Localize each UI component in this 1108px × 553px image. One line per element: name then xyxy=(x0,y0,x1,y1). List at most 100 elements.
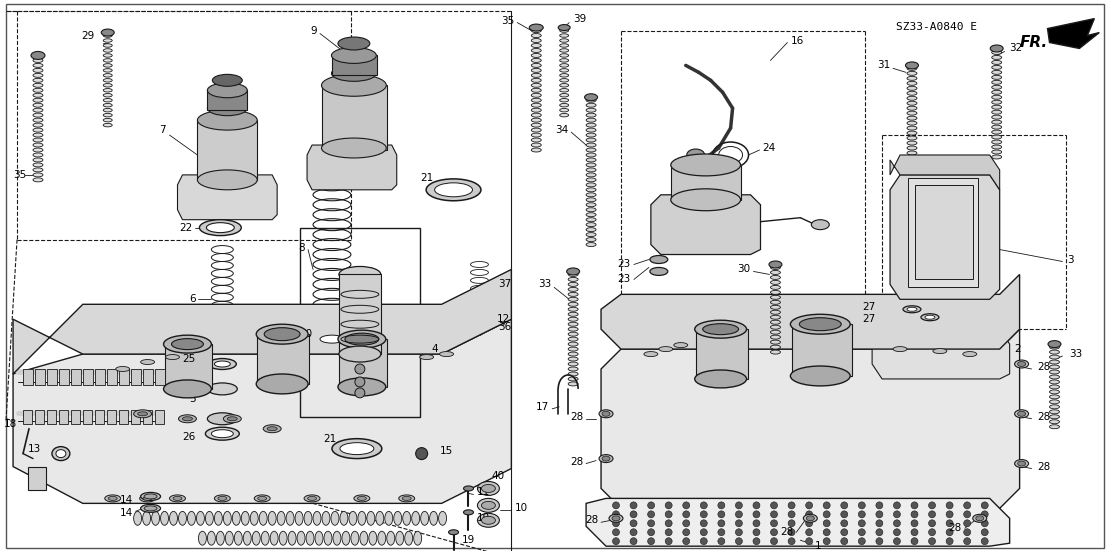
Ellipse shape xyxy=(531,128,541,132)
Ellipse shape xyxy=(224,512,232,525)
Ellipse shape xyxy=(227,417,237,421)
Bar xyxy=(95,369,105,385)
Ellipse shape xyxy=(992,150,1002,154)
Ellipse shape xyxy=(992,55,1002,59)
Ellipse shape xyxy=(531,133,541,137)
Ellipse shape xyxy=(103,108,112,112)
Circle shape xyxy=(823,529,830,536)
Ellipse shape xyxy=(992,105,1002,109)
Ellipse shape xyxy=(560,79,568,82)
Ellipse shape xyxy=(602,456,611,461)
Ellipse shape xyxy=(907,66,917,70)
Ellipse shape xyxy=(33,74,43,77)
Ellipse shape xyxy=(33,118,43,122)
Circle shape xyxy=(770,529,778,536)
Ellipse shape xyxy=(770,330,780,334)
Ellipse shape xyxy=(770,310,780,314)
Ellipse shape xyxy=(905,62,919,69)
Ellipse shape xyxy=(674,343,688,348)
Circle shape xyxy=(613,502,619,509)
Circle shape xyxy=(788,529,796,536)
Ellipse shape xyxy=(338,378,386,396)
Polygon shape xyxy=(890,155,999,190)
Text: 12: 12 xyxy=(496,314,510,324)
Circle shape xyxy=(946,511,953,518)
Ellipse shape xyxy=(560,108,568,112)
Circle shape xyxy=(683,502,689,509)
Ellipse shape xyxy=(339,267,381,283)
Ellipse shape xyxy=(770,325,780,329)
Bar xyxy=(143,410,152,424)
Ellipse shape xyxy=(331,65,377,81)
Ellipse shape xyxy=(769,261,782,268)
Ellipse shape xyxy=(33,108,43,112)
Ellipse shape xyxy=(304,495,320,502)
Circle shape xyxy=(647,511,655,518)
Ellipse shape xyxy=(430,512,438,525)
Ellipse shape xyxy=(1049,415,1059,419)
Circle shape xyxy=(683,529,689,536)
Circle shape xyxy=(946,538,953,545)
Ellipse shape xyxy=(304,512,312,525)
Bar xyxy=(119,410,127,424)
Ellipse shape xyxy=(992,155,1002,159)
Ellipse shape xyxy=(531,84,541,87)
Ellipse shape xyxy=(770,265,780,269)
Ellipse shape xyxy=(907,111,917,115)
Ellipse shape xyxy=(770,270,780,274)
Ellipse shape xyxy=(482,502,495,509)
Circle shape xyxy=(876,538,883,545)
Circle shape xyxy=(893,520,901,527)
Ellipse shape xyxy=(358,512,366,525)
Circle shape xyxy=(770,538,778,545)
Ellipse shape xyxy=(1049,405,1059,409)
Text: 28: 28 xyxy=(1037,412,1050,422)
Ellipse shape xyxy=(205,512,214,525)
Ellipse shape xyxy=(560,34,568,37)
Text: 33: 33 xyxy=(538,279,551,289)
Ellipse shape xyxy=(790,366,850,386)
Ellipse shape xyxy=(586,158,596,162)
Bar xyxy=(35,410,44,424)
Ellipse shape xyxy=(531,103,541,107)
Ellipse shape xyxy=(586,218,596,222)
Text: 14: 14 xyxy=(120,508,133,518)
Polygon shape xyxy=(13,269,512,374)
Circle shape xyxy=(753,529,760,536)
Ellipse shape xyxy=(103,79,112,82)
Ellipse shape xyxy=(331,48,377,64)
Bar xyxy=(257,334,309,384)
Circle shape xyxy=(982,538,988,545)
Ellipse shape xyxy=(33,163,43,167)
Text: 28: 28 xyxy=(570,457,583,467)
Ellipse shape xyxy=(659,347,673,352)
Text: 21: 21 xyxy=(420,173,433,183)
Ellipse shape xyxy=(101,29,114,36)
Circle shape xyxy=(355,377,365,387)
Ellipse shape xyxy=(52,447,70,461)
Circle shape xyxy=(630,502,637,509)
Ellipse shape xyxy=(206,223,234,233)
Ellipse shape xyxy=(187,512,195,525)
Ellipse shape xyxy=(585,94,597,101)
Circle shape xyxy=(683,511,689,518)
Ellipse shape xyxy=(140,495,155,502)
Ellipse shape xyxy=(250,512,258,525)
Ellipse shape xyxy=(586,133,596,137)
Circle shape xyxy=(982,502,988,509)
Ellipse shape xyxy=(367,512,375,525)
Ellipse shape xyxy=(807,516,814,521)
Ellipse shape xyxy=(811,220,829,229)
Ellipse shape xyxy=(1049,395,1059,399)
Ellipse shape xyxy=(339,346,381,362)
Ellipse shape xyxy=(531,39,541,43)
Ellipse shape xyxy=(342,531,350,545)
Text: 40: 40 xyxy=(492,472,504,482)
Circle shape xyxy=(911,529,919,536)
Ellipse shape xyxy=(586,108,596,112)
Ellipse shape xyxy=(568,342,578,346)
Ellipse shape xyxy=(586,213,596,217)
Polygon shape xyxy=(601,329,1019,508)
Ellipse shape xyxy=(770,315,780,319)
Ellipse shape xyxy=(478,482,500,495)
